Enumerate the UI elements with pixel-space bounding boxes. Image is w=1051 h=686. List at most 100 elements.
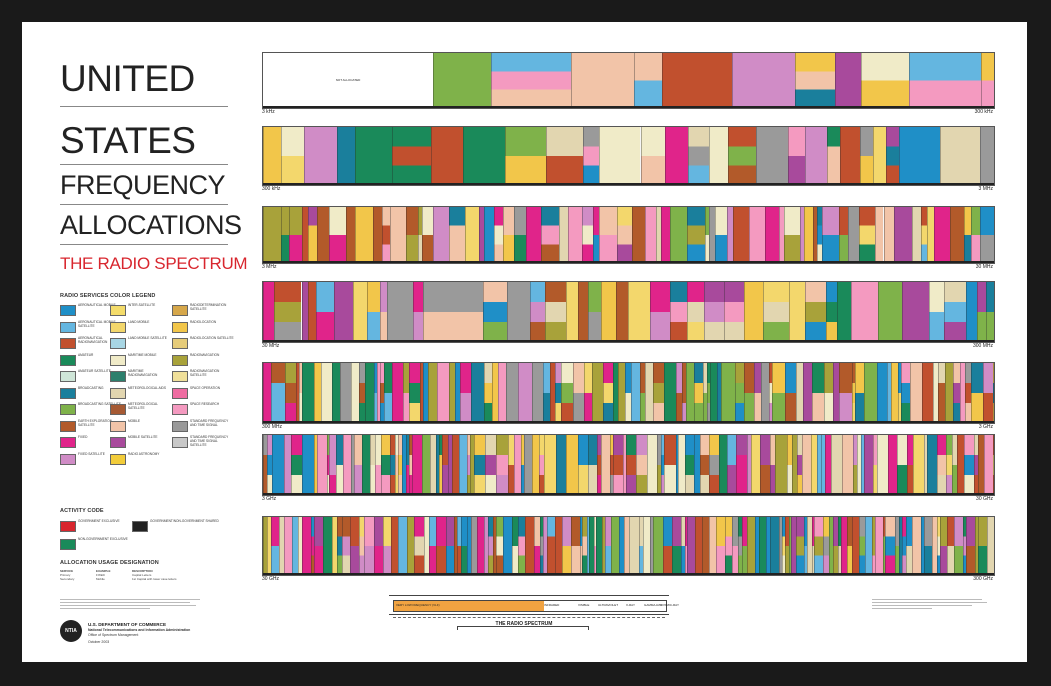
legend-label: STANDARD FREQUENCY AND TIME SIGNAL bbox=[190, 418, 229, 427]
allocation-segment bbox=[593, 517, 596, 575]
allocation-segment bbox=[513, 207, 527, 263]
segment-divider bbox=[301, 282, 302, 342]
allocation-segment bbox=[518, 363, 533, 423]
segment-divider bbox=[298, 363, 300, 423]
activity-item: GOVERNMENT/NON-GOVERNMENT SHARED bbox=[132, 519, 242, 533]
segment-divider bbox=[358, 363, 360, 423]
segment-divider bbox=[588, 435, 589, 495]
segment-divider bbox=[389, 435, 391, 495]
allocation-segment bbox=[628, 517, 639, 575]
allocation-segment bbox=[603, 363, 614, 423]
segment-divider bbox=[627, 282, 629, 342]
allocation-segment bbox=[817, 435, 822, 495]
segment-divider bbox=[307, 207, 309, 263]
allocation-segment bbox=[302, 435, 314, 495]
allocation-segment bbox=[897, 363, 901, 423]
segment-divider bbox=[760, 435, 761, 495]
legend-label: RADIODETERMINATION SATELLITE bbox=[190, 303, 227, 311]
allocation-segment bbox=[940, 127, 981, 185]
allocation-segment bbox=[856, 435, 861, 495]
segment-divider bbox=[721, 363, 722, 423]
allocation-segment bbox=[688, 127, 709, 185]
segment-divider bbox=[830, 435, 832, 495]
allocation-segment bbox=[298, 363, 302, 423]
activity-swatch bbox=[60, 539, 76, 550]
allocation-segment bbox=[589, 517, 594, 575]
segment-divider bbox=[392, 127, 393, 185]
segment-divider bbox=[422, 363, 424, 423]
segment-divider bbox=[737, 517, 739, 575]
segment-divider bbox=[852, 363, 853, 423]
segment-divider bbox=[694, 517, 696, 575]
segment-divider bbox=[873, 127, 874, 185]
legend-swatch bbox=[172, 437, 188, 448]
allocation-segment bbox=[502, 207, 514, 263]
segment-divider bbox=[686, 363, 687, 423]
allocation-segment bbox=[592, 207, 599, 263]
allocation-segment bbox=[391, 363, 403, 423]
segment-divider bbox=[784, 207, 785, 263]
legend-item: RADIOLOCATION bbox=[172, 320, 232, 334]
title-divider bbox=[60, 106, 228, 107]
segment-divider bbox=[558, 207, 560, 263]
legend-item: INTER-SATELLITE bbox=[110, 303, 170, 317]
segment-divider bbox=[430, 435, 431, 495]
segment-divider bbox=[267, 517, 268, 575]
segment-divider bbox=[954, 517, 955, 575]
legend-label: RADIO ASTRONOMY bbox=[128, 451, 160, 456]
allocation-segment bbox=[533, 517, 540, 575]
segment-divider bbox=[943, 282, 945, 342]
allocation-segment bbox=[343, 435, 351, 495]
band-strip bbox=[262, 434, 995, 496]
agency-name: U.S. DEPARTMENT OF COMMERCE bbox=[88, 622, 167, 627]
allocation-segment bbox=[684, 517, 688, 575]
band-strip bbox=[262, 206, 995, 264]
allocation-segment bbox=[894, 207, 912, 263]
allocation-segment bbox=[936, 435, 946, 495]
band-baseline bbox=[263, 573, 994, 575]
band-start-label: 3 kHz bbox=[262, 109, 275, 115]
allocation-segment bbox=[298, 517, 302, 575]
segment-divider bbox=[471, 363, 472, 423]
segment-divider bbox=[684, 435, 686, 495]
segment-divider bbox=[675, 435, 677, 495]
band-start-label: 300 MHz bbox=[262, 424, 283, 430]
activity-label: GOVERNMENT/NON-GOVERNMENT SHARED bbox=[150, 519, 219, 523]
allocation-segment bbox=[656, 435, 662, 495]
legend-item: AMATEUR bbox=[60, 353, 120, 367]
segment-divider bbox=[316, 282, 317, 342]
allocation-segment bbox=[288, 207, 303, 263]
allocation-segment bbox=[279, 517, 285, 575]
legend-item: AERONAUTICAL MOBILE bbox=[60, 303, 120, 317]
segment-divider bbox=[796, 517, 797, 575]
allocation-segment bbox=[822, 517, 830, 575]
segment-divider bbox=[957, 435, 958, 495]
allocation-segment bbox=[875, 207, 884, 263]
spectrum-scale bbox=[393, 617, 665, 621]
usage-row: Primary FIXED Capital Letters bbox=[60, 573, 210, 577]
allocation-segment bbox=[822, 207, 840, 263]
allocation-segment bbox=[898, 517, 903, 575]
legend-swatch bbox=[60, 305, 76, 316]
segment-divider bbox=[847, 207, 849, 263]
segment-divider bbox=[430, 127, 432, 185]
segment-divider bbox=[473, 435, 475, 495]
segment-divider bbox=[804, 517, 805, 575]
logo-text: NTIA bbox=[65, 628, 77, 634]
allocation-segment bbox=[701, 517, 709, 575]
allocation-segment bbox=[340, 363, 351, 423]
legend-swatch bbox=[60, 404, 76, 415]
allocation-segment bbox=[906, 435, 913, 495]
usage-cell: Primary bbox=[60, 573, 71, 577]
segment-divider bbox=[449, 363, 450, 423]
segment-divider bbox=[769, 517, 771, 575]
allocation-segment bbox=[796, 363, 803, 423]
allocation-segment bbox=[581, 207, 593, 263]
segment-divider bbox=[423, 517, 425, 575]
allocation-segment bbox=[321, 363, 333, 423]
segment-divider bbox=[610, 517, 612, 575]
allocation-segment bbox=[520, 435, 524, 495]
allocation-segment bbox=[588, 435, 597, 495]
allocation-segment bbox=[814, 517, 823, 575]
allocation-segment bbox=[631, 363, 640, 423]
